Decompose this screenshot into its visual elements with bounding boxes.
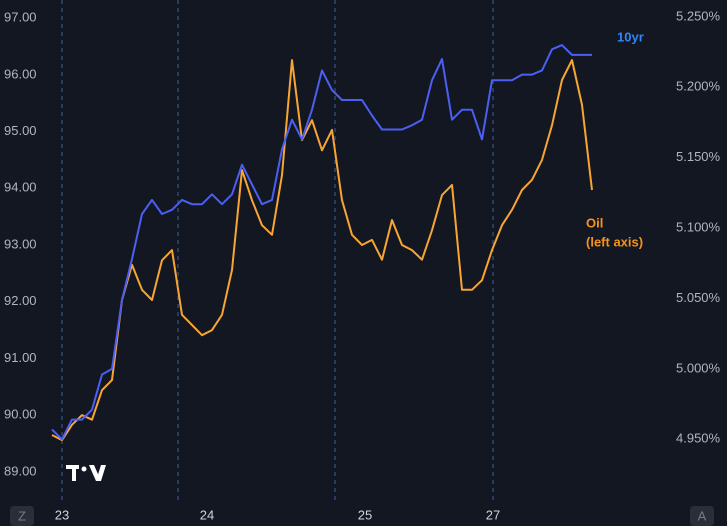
corner-button bbox=[10, 506, 34, 526]
series-line bbox=[51, 44, 592, 441]
y-tick-label: 93.00 bbox=[4, 236, 37, 251]
corner-button-label: A bbox=[698, 508, 707, 523]
y-tick-label: 92.00 bbox=[4, 293, 37, 308]
x-tick-label: 27 bbox=[486, 507, 500, 522]
y-tick-label: 96.00 bbox=[4, 66, 37, 81]
series-label: 10yr bbox=[617, 29, 644, 44]
series-label: Oil bbox=[586, 215, 603, 230]
y2-tick-label: 4.950% bbox=[676, 431, 721, 446]
y-tick-label: 94.00 bbox=[4, 180, 37, 195]
logo-stem bbox=[72, 465, 76, 481]
y-tick-label: 89.00 bbox=[4, 463, 37, 478]
y2-tick-label: 5.050% bbox=[676, 290, 721, 305]
logo-dot bbox=[81, 466, 87, 472]
series-label: (left axis) bbox=[586, 234, 643, 249]
corner-button-label: Z bbox=[18, 508, 26, 523]
x-tick-label: 25 bbox=[358, 507, 372, 522]
y2-tick-label: 5.150% bbox=[676, 149, 721, 164]
logo-slash bbox=[96, 465, 106, 481]
series-line bbox=[51, 59, 593, 442]
y-tick-label: 95.00 bbox=[4, 123, 37, 138]
logo bbox=[66, 465, 106, 481]
y2-tick-label: 5.250% bbox=[676, 8, 721, 23]
x-tick-label: 24 bbox=[200, 507, 214, 522]
y2-tick-label: 5.000% bbox=[676, 360, 721, 375]
y2-tick-label: 5.100% bbox=[676, 220, 721, 235]
y-tick-label: 90.00 bbox=[4, 407, 37, 422]
y-tick-label: 91.00 bbox=[4, 350, 37, 365]
x-tick-label: 23 bbox=[55, 507, 69, 522]
corner-button bbox=[690, 506, 714, 526]
y-tick-label: 97.00 bbox=[4, 10, 37, 25]
y2-tick-label: 5.200% bbox=[676, 79, 721, 94]
